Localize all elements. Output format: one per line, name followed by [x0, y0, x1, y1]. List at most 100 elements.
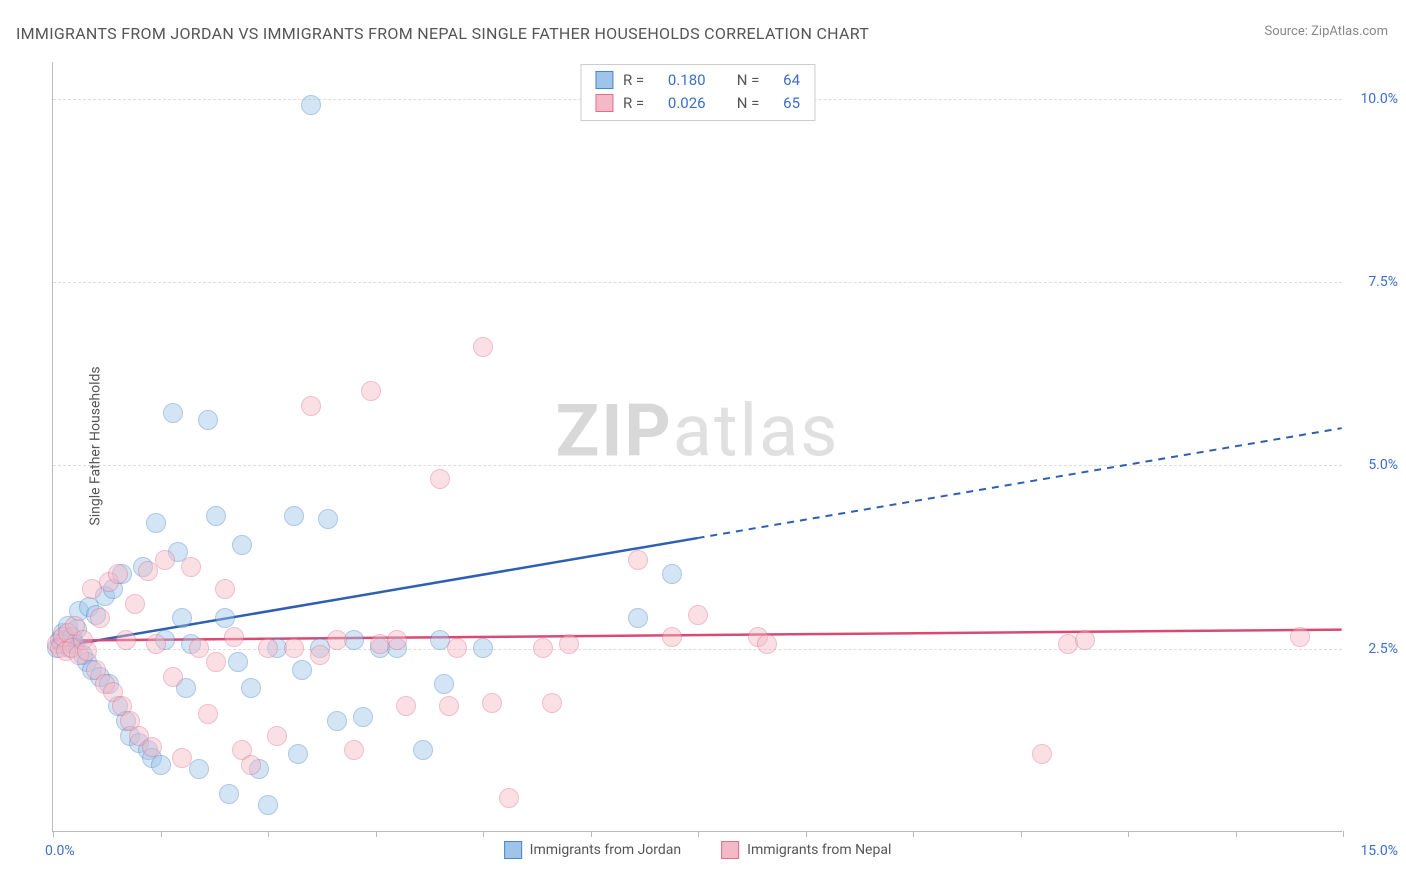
watermark-light: atlas — [673, 389, 840, 474]
scatter-point — [206, 506, 226, 526]
stat-r-label: R = — [623, 92, 644, 115]
scatter-point — [151, 755, 171, 775]
y-tick-label: 5.0% — [1368, 457, 1398, 473]
stat-n-label: N = — [737, 92, 760, 115]
source-link[interactable]: ZipAtlas.com — [1311, 24, 1388, 39]
legend-item: Immigrants from Jordan — [504, 841, 682, 859]
scatter-point — [447, 638, 467, 658]
scatter-point — [628, 550, 648, 570]
scatter-point — [206, 652, 226, 672]
scatter-point — [361, 381, 381, 401]
legend-label: Immigrants from Nepal — [747, 842, 891, 858]
scatter-point — [439, 696, 459, 716]
scatter-point — [146, 634, 166, 654]
scatter-point — [301, 396, 321, 416]
scatter-point — [292, 660, 312, 680]
scatter-point — [267, 726, 287, 746]
scatter-point — [215, 579, 235, 599]
scatter-point — [344, 740, 364, 760]
scatter-point — [353, 707, 373, 727]
scatter-point — [90, 608, 110, 628]
y-tick-label: 7.5% — [1368, 274, 1398, 290]
x-tick — [698, 831, 699, 837]
scatter-point — [288, 744, 308, 764]
scatter-point — [482, 693, 502, 713]
scatter-point — [327, 630, 347, 650]
scatter-point — [181, 557, 201, 577]
stats-legend-box: R = 0.180 N = 64R = 0.026 N = 65 — [580, 64, 815, 121]
scatter-point — [241, 755, 261, 775]
x-tick — [1128, 831, 1129, 837]
scatter-point — [108, 564, 128, 584]
y-tick-label: 10.0% — [1360, 91, 1398, 107]
x-axis-min-label: 0.0% — [45, 843, 75, 859]
scatter-point — [228, 652, 248, 672]
scatter-point — [232, 535, 252, 555]
source-prefix: Source: — [1264, 24, 1311, 39]
scatter-point — [189, 638, 209, 658]
chart-title: IMMIGRANTS FROM JORDAN VS IMMIGRANTS FRO… — [16, 24, 869, 43]
scatter-point — [542, 693, 562, 713]
x-tick — [591, 831, 592, 837]
x-tick — [483, 831, 484, 837]
x-tick — [1236, 831, 1237, 837]
scatter-point — [163, 403, 183, 423]
x-tick — [913, 831, 914, 837]
stat-r-value: 0.026 — [668, 92, 706, 115]
scatter-point — [77, 641, 97, 661]
scatter-point — [688, 605, 708, 625]
scatter-point — [301, 95, 321, 115]
legend-swatch — [504, 841, 522, 859]
legend-swatch — [595, 71, 613, 89]
scatter-point — [387, 630, 407, 650]
x-tick — [806, 831, 807, 837]
scatter-point — [327, 711, 347, 731]
stat-r-value: 0.180 — [668, 69, 706, 92]
gridline — [53, 649, 1342, 650]
scatter-point — [138, 561, 158, 581]
gridline — [53, 465, 1342, 466]
trend-lines — [53, 62, 1342, 831]
scatter-point — [1032, 744, 1052, 764]
scatter-point — [172, 608, 192, 628]
scatter-point — [310, 645, 330, 665]
scatter-point — [662, 627, 682, 647]
x-tick — [1343, 831, 1344, 837]
scatter-point — [473, 638, 493, 658]
scatter-point — [172, 748, 192, 768]
scatter-point — [155, 550, 175, 570]
scatter-point — [1075, 630, 1095, 650]
scatter-point — [198, 704, 218, 724]
scatter-point — [146, 513, 166, 533]
scatter-point — [473, 337, 493, 357]
stat-n-value: 65 — [783, 92, 800, 115]
scatter-point — [396, 696, 416, 716]
source-attribution: Source: ZipAtlas.com — [1264, 24, 1388, 39]
scatter-point — [413, 740, 433, 760]
stats-row: R = 0.180 N = 64 — [595, 69, 800, 92]
x-tick — [53, 831, 54, 837]
stat-n-value: 64 — [783, 69, 800, 92]
scatter-point — [344, 630, 364, 650]
scatter-point — [258, 795, 278, 815]
legend-swatch — [721, 841, 739, 859]
bottom-legend: Immigrants from Jordan Immigrants from Ne… — [504, 841, 892, 859]
x-tick — [268, 831, 269, 837]
scatter-point — [163, 667, 183, 687]
scatter-point — [198, 410, 218, 430]
legend-item: Immigrants from Nepal — [721, 841, 891, 859]
scatter-point — [434, 674, 454, 694]
x-tick — [161, 831, 162, 837]
watermark-bold: ZIP — [556, 389, 673, 474]
scatter-point — [219, 784, 239, 804]
scatter-point — [125, 594, 145, 614]
scatter-point — [142, 737, 162, 757]
scatter-point — [215, 608, 235, 628]
gridline — [53, 282, 1342, 283]
scatter-point — [757, 634, 777, 654]
scatter-point — [116, 630, 136, 650]
legend-swatch — [595, 94, 613, 112]
scatter-point — [284, 506, 304, 526]
watermark: ZIPatlas — [556, 389, 840, 474]
scatter-point — [430, 469, 450, 489]
